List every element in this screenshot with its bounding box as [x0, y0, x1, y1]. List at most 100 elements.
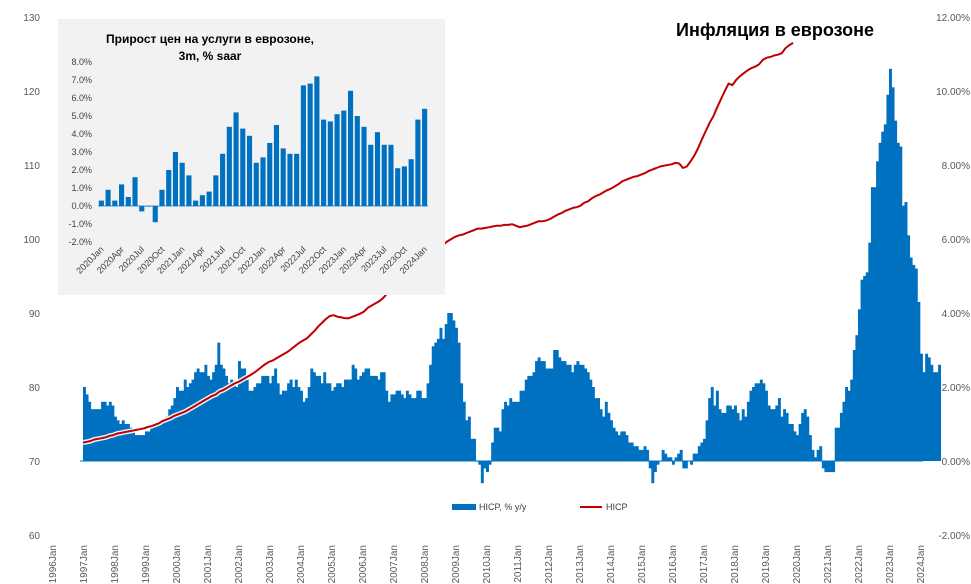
- hicp-yoy-bar: [716, 391, 719, 461]
- hicp-yoy-bar: [318, 376, 321, 461]
- hicp-yoy-bar: [685, 461, 688, 468]
- hicp-yoy-bar: [843, 402, 846, 461]
- right-tick-label: 8.00%: [942, 161, 970, 172]
- hicp-yoy-bar: [481, 461, 484, 483]
- hicp-yoy-bar: [220, 365, 223, 461]
- hicp-yoy-bar: [460, 383, 463, 461]
- hicp-yoy-bar: [380, 372, 383, 461]
- hicp-yoy-bar: [388, 402, 391, 461]
- hicp-yoy-bar: [471, 439, 474, 461]
- hicp-yoy-bar: [378, 380, 381, 461]
- hicp-yoy-bar: [354, 369, 357, 462]
- hicp-yoy-bar: [773, 409, 776, 461]
- hicp-yoy-bar: [719, 409, 722, 461]
- hicp-yoy-bar: [452, 320, 455, 461]
- right-tick-label: 12.00%: [936, 13, 970, 24]
- hicp-yoy-bar: [892, 87, 895, 461]
- inset-y-tick-label: 5.0%: [71, 111, 92, 121]
- services-price-bar: [106, 190, 111, 206]
- hicp-yoy-bar: [328, 383, 331, 461]
- services-price-bar: [126, 197, 131, 206]
- inset-y-tick-label: 4.0%: [71, 129, 92, 139]
- hicp-yoy-bar: [251, 391, 254, 461]
- inset-subtitle: 3m, % saar: [179, 49, 242, 63]
- x-tick-label: 2002Jan: [234, 545, 245, 583]
- hicp-yoy-bar: [713, 406, 716, 462]
- hicp-yoy-bar: [750, 391, 753, 461]
- hicp-yoy-bar: [589, 380, 592, 461]
- left-tick-label: 100: [23, 235, 40, 246]
- hicp-yoy-bar: [310, 369, 313, 462]
- hicp-yoy-bar: [385, 391, 388, 461]
- hicp-yoy-bar: [372, 376, 375, 461]
- left-tick-label: 60: [29, 531, 41, 542]
- hicp-yoy-bar: [858, 309, 861, 461]
- hicp-yoy-bar: [910, 258, 913, 462]
- x-tick-label: 2003Jan: [265, 545, 276, 583]
- x-tick-label: 2019Jan: [761, 545, 772, 583]
- hicp-yoy-bar: [393, 394, 396, 461]
- x-tick-label: 2007Jan: [389, 545, 400, 583]
- hicp-yoy-bar: [791, 424, 794, 461]
- hicp-yoy-bar: [690, 461, 693, 465]
- hicp-yoy-bar: [261, 376, 264, 461]
- hicp-yoy-bar: [672, 461, 675, 465]
- hicp-yoy-bar: [920, 354, 923, 461]
- hicp-yoy-bar: [473, 439, 476, 461]
- hicp-yoy-bar: [429, 365, 432, 461]
- hicp-yoy-bar: [494, 428, 497, 461]
- hicp-yoy-bar: [548, 369, 551, 462]
- hicp-yoy-bar: [155, 424, 158, 461]
- hicp-yoy-bar: [669, 457, 672, 461]
- services-price-bar: [335, 114, 340, 206]
- inset-y-tick-label: 6.0%: [71, 93, 92, 103]
- right-tick-label: 0.00%: [942, 457, 970, 468]
- hicp-yoy-bar: [161, 420, 164, 461]
- hicp-yoy-bar: [295, 380, 298, 461]
- inset-y-tick-label: 3.0%: [71, 147, 92, 157]
- hicp-yoy-bar: [502, 409, 505, 461]
- hicp-yoy-bar: [256, 383, 259, 461]
- hicp-yoy-bar: [744, 417, 747, 461]
- services-price-bar: [287, 154, 292, 206]
- hicp-yoy-bar: [117, 420, 120, 461]
- x-tick-label: 2011Jan: [513, 545, 524, 583]
- hicp-yoy-bar: [254, 387, 257, 461]
- inset-y-tick-label: 2.0%: [71, 165, 92, 175]
- hicp-yoy-bar: [230, 380, 233, 461]
- hicp-yoy-bar: [553, 350, 556, 461]
- hicp-yoy-bar: [855, 335, 858, 461]
- hicp-yoy-bar: [421, 398, 424, 461]
- hicp-yoy-bar: [649, 461, 652, 468]
- services-price-bar: [207, 192, 212, 206]
- hicp-yoy-bar: [282, 391, 285, 461]
- services-price-bar: [361, 127, 366, 206]
- services-price-bar: [395, 168, 400, 206]
- hicp-yoy-bar: [765, 391, 768, 461]
- hicp-yoy-bar: [300, 391, 303, 461]
- services-price-bar: [180, 163, 185, 206]
- hicp-yoy-bar: [486, 461, 489, 472]
- services-price-bar: [314, 76, 319, 206]
- hicp-yoy-bar: [595, 398, 598, 461]
- hicp-yoy-bar: [184, 380, 187, 461]
- hicp-yoy-bar: [491, 443, 494, 462]
- hicp-yoy-bar: [264, 376, 267, 461]
- hicp-yoy-bar: [654, 461, 657, 472]
- hicp-yoy-bar: [742, 409, 745, 461]
- hicp-yoy-bar: [579, 365, 582, 461]
- hicp-yoy-bar: [114, 417, 117, 461]
- services-price-bar: [368, 145, 373, 206]
- hicp-yoy-bar: [287, 383, 290, 461]
- x-tick-label: 2023Jan: [885, 545, 896, 583]
- hicp-yoy-bar: [545, 369, 548, 462]
- hicp-yoy-bar: [933, 372, 936, 461]
- hicp-yoy-bar: [122, 420, 125, 461]
- x-tick-label: 2017Jan: [699, 545, 710, 583]
- hicp-yoy-bar: [845, 387, 848, 461]
- services-price-bar: [173, 152, 178, 206]
- hicp-yoy-bar: [266, 376, 269, 461]
- services-price-bar: [308, 84, 313, 206]
- services-price-bar: [328, 121, 333, 206]
- hicp-yoy-bar: [520, 391, 523, 461]
